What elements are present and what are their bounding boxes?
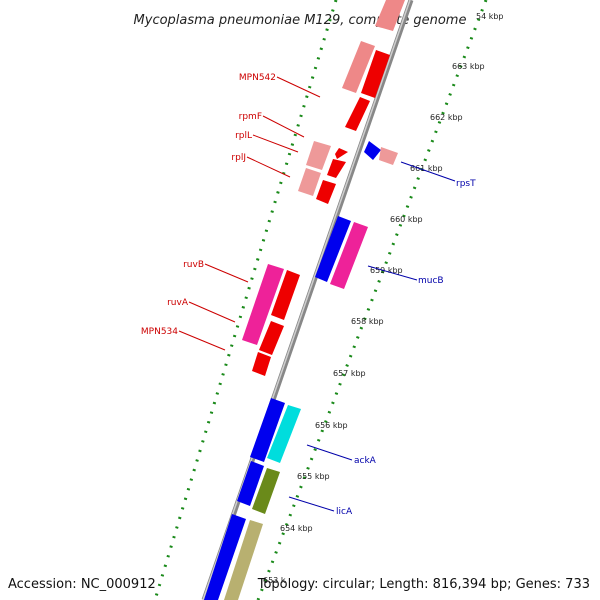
gene-label-rplL[interactable]: rplL (235, 131, 252, 141)
gene-labels: MPN542 rpmF rplL rplJ ruvB ruvA MPN534 r… (141, 73, 476, 517)
tick-label: 660 kbp (390, 215, 423, 224)
tick-label: 653 k (263, 576, 286, 585)
gene-feature[interactable] (375, 0, 405, 31)
gene-label-MPN542[interactable]: MPN542 (239, 73, 276, 83)
tick-label: 655 kbp (297, 472, 330, 481)
accession-text: Accession: NC_000912 (8, 577, 156, 592)
gene-feature[interactable] (224, 520, 263, 600)
gene-feature[interactable] (267, 405, 301, 463)
tick-label: 657 kbp (333, 369, 366, 378)
gene-feature[interactable] (259, 321, 284, 355)
gene-label-ackA[interactable]: ackA (354, 456, 377, 466)
tick-label: 54 kbp (476, 12, 504, 21)
tick-label: 658 kbp (351, 317, 384, 326)
gene-feature[interactable] (252, 352, 271, 376)
gene-feature[interactable] (252, 468, 280, 514)
gene-feature[interactable] (345, 97, 370, 131)
map-title: Mycoplasma pneumoniae M129, complete gen… (134, 13, 467, 28)
tick-label: 663 kbp (452, 62, 485, 71)
gene-feature[interactable] (327, 159, 346, 178)
gene-feature[interactable] (242, 264, 284, 345)
tick-label: 662 kbp (430, 113, 463, 122)
gene-label-licA[interactable]: licA (336, 507, 353, 517)
gene-label-rplJ[interactable]: rplJ (231, 153, 246, 163)
gene-feature[interactable] (361, 50, 390, 98)
gene-feature[interactable] (204, 514, 246, 600)
gene-label-ruvA[interactable]: ruvA (167, 298, 189, 308)
gene-feature[interactable] (342, 41, 375, 93)
tick-label: 656 kbp (315, 421, 348, 430)
tick-label: 661 kbp (410, 164, 443, 173)
gene-label-mucB[interactable]: mucB (418, 276, 444, 286)
gene-feature[interactable] (379, 147, 398, 165)
tick-label: 659 kbp (370, 266, 403, 275)
gene-feature[interactable] (306, 141, 331, 170)
forward-strand-genes (224, 0, 405, 600)
label-leaders (178, 76, 456, 512)
tick-label: 654 kbp (280, 524, 313, 533)
right-tick-track (256, 0, 488, 600)
gene-feature[interactable] (271, 270, 300, 320)
gene-feature[interactable] (250, 398, 285, 462)
gene-feature[interactable] (298, 168, 321, 196)
gene-feature[interactable] (364, 141, 381, 160)
gene-label-rpmF[interactable]: rpmF (239, 112, 262, 122)
gene-feature[interactable] (330, 222, 368, 289)
gene-feature[interactable] (315, 216, 351, 282)
gene-label-ruvB[interactable]: ruvB (183, 260, 204, 270)
reverse-strand-genes (204, 41, 375, 600)
gene-label-MPN534[interactable]: MPN534 (141, 327, 178, 337)
tick-labels: 54 kbp 663 kbp 662 kbp 661 kbp 660 kbp 6… (263, 12, 504, 585)
gene-label-rpsT[interactable]: rpsT (456, 179, 476, 189)
topology-text: Topology: circular; Length: 816,394 bp; … (257, 577, 590, 592)
gene-feature[interactable] (335, 148, 348, 159)
gene-feature[interactable] (316, 180, 336, 204)
sequence-backbone (201, 0, 414, 600)
gene-feature[interactable] (237, 461, 264, 506)
